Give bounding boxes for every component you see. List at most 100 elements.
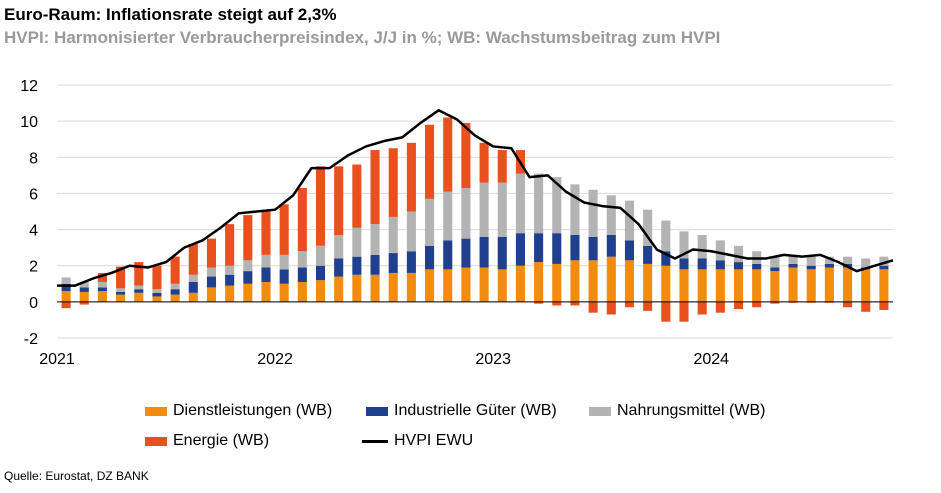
bar-energy <box>352 164 362 228</box>
bar-energy <box>497 150 507 183</box>
bar-energy <box>261 209 271 255</box>
y-tick-label: 10 <box>20 114 38 131</box>
x-tick-label: 2021 <box>39 351 75 368</box>
bar-energy <box>752 301 762 308</box>
bar-goods <box>770 267 780 272</box>
bar-food <box>479 182 489 237</box>
bar-food <box>134 285 144 290</box>
bar-goods <box>225 274 235 286</box>
bar-food <box>97 281 107 288</box>
bar-goods <box>134 289 144 293</box>
bar-services <box>297 281 307 302</box>
bar-energy <box>116 266 126 289</box>
bar-services <box>334 276 344 302</box>
bar-services <box>733 269 744 302</box>
bar-goods <box>534 233 544 263</box>
bar-services <box>843 267 853 302</box>
bar-energy <box>643 301 653 311</box>
legend-label-energy: Energie (WB) <box>173 432 270 449</box>
y-tick-label: 12 <box>20 78 38 95</box>
bar-goods <box>606 234 616 257</box>
bar-services <box>406 272 416 302</box>
bar-food <box>243 260 253 272</box>
bar-food <box>425 198 435 246</box>
bar-energy <box>479 142 489 183</box>
bar-goods <box>206 276 217 288</box>
bar-food <box>261 254 271 268</box>
bar-food <box>370 224 380 255</box>
bar-energy <box>425 124 435 199</box>
bar-services <box>788 267 798 302</box>
bar-goods <box>425 245 435 270</box>
bar-goods <box>715 260 725 270</box>
bar-food <box>225 265 235 275</box>
bar-goods <box>279 269 289 284</box>
bar-goods <box>261 267 271 282</box>
bar-services <box>697 269 707 302</box>
bar-food <box>715 240 725 261</box>
bar-goods <box>61 283 71 292</box>
legend-swatch-food <box>589 406 611 416</box>
legend-item-food: Nahrungsmittel (WB) <box>589 402 765 420</box>
bar-goods <box>552 233 562 264</box>
legend-label-services: Dienstleistungen (WB) <box>173 402 333 419</box>
bar-goods <box>497 236 507 270</box>
bar-services <box>570 260 580 302</box>
legend-label-goods: Industrielle Güter (WB) <box>394 402 557 419</box>
bar-food <box>570 184 580 235</box>
bar-services <box>752 269 762 302</box>
bar-food <box>806 256 816 266</box>
y-tick-label: 0 <box>29 295 38 312</box>
bar-services <box>352 274 362 302</box>
bar-food <box>279 254 289 270</box>
bar-goods <box>624 240 635 261</box>
bar-food <box>861 258 871 268</box>
bar-energy <box>279 204 289 255</box>
bar-services <box>79 291 89 302</box>
y-axis-ticks: -2 0 2 4 6 8 10 12 <box>20 78 38 348</box>
bar-goods <box>388 253 398 273</box>
bar-goods <box>752 263 762 270</box>
y-tick-label: 2 <box>29 259 38 276</box>
legend-swatch-goods <box>366 406 388 416</box>
y-tick-label: -2 <box>24 331 38 348</box>
bar-services <box>624 260 635 302</box>
bar-goods <box>733 262 744 270</box>
y-tick-label: 8 <box>29 150 38 167</box>
bar-energy <box>588 301 598 313</box>
bar-services <box>206 287 217 302</box>
bar-energy <box>243 215 253 261</box>
bar-services <box>370 274 380 302</box>
bar-food <box>679 231 689 259</box>
bar-food <box>315 245 326 266</box>
chart-plot: -2 0 2 4 6 8 10 12 2021 2022 2023 2024 <box>20 78 894 368</box>
bar-food <box>824 256 834 264</box>
bar-food <box>879 256 889 266</box>
bar-energy <box>334 166 344 235</box>
bar-food <box>152 289 162 293</box>
bar-energy <box>315 166 326 246</box>
legend-label-hicp: HVPI EWU <box>394 432 474 449</box>
bar-food <box>206 267 217 277</box>
bar-energy <box>443 117 453 192</box>
bar-services <box>225 285 235 302</box>
hicp-line <box>57 109 894 287</box>
x-tick-label: 2023 <box>475 351 511 368</box>
bar-energy <box>570 301 580 306</box>
bar-services <box>643 263 653 302</box>
legend-swatch-energy <box>145 436 167 446</box>
bar-energy <box>552 301 562 306</box>
x-tick-label: 2022 <box>257 351 293 368</box>
bar-goods <box>370 254 380 275</box>
bar-goods <box>824 263 834 268</box>
bar-services <box>116 294 126 302</box>
y-tick-label: 6 <box>29 186 38 203</box>
bar-services <box>243 283 253 302</box>
bar-goods <box>334 258 344 277</box>
legend-item-goods: Industrielle Güter (WB) <box>366 402 557 420</box>
bar-goods <box>643 245 653 264</box>
bar-food <box>352 227 362 257</box>
bar-goods <box>352 256 362 275</box>
bar-goods <box>443 240 453 270</box>
bar-services <box>715 269 725 302</box>
